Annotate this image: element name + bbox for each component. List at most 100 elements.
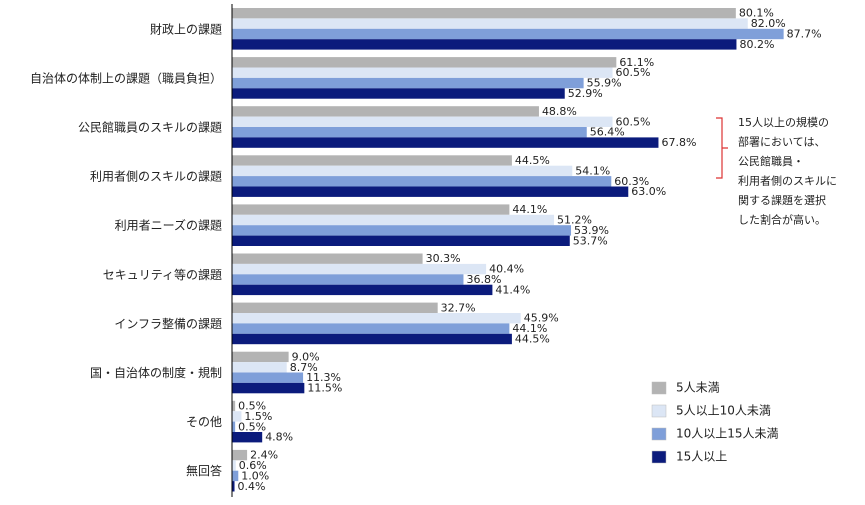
bar (232, 432, 263, 443)
bar (232, 39, 737, 50)
bar (232, 165, 573, 177)
bar (232, 481, 235, 492)
bar (232, 253, 423, 264)
bar (232, 214, 555, 226)
value-label: 36.8% (466, 273, 501, 286)
bar (232, 235, 570, 246)
annotation: 公民館職員・ (738, 154, 804, 168)
legend-label: 5人以上10人未満 (676, 404, 771, 418)
bar (232, 28, 784, 40)
bar (232, 382, 305, 394)
bar (232, 351, 289, 363)
value-label: 0.4% (238, 480, 266, 493)
bar (232, 362, 287, 373)
bar (232, 449, 248, 461)
bar (232, 302, 438, 313)
category-label: 国・自治体の制度・規制 (90, 365, 222, 380)
annotation: した割合が高い。 (738, 213, 826, 227)
bar (232, 18, 748, 29)
value-label: 9.0% (292, 350, 320, 363)
value-label: 60.5% (616, 115, 651, 128)
value-label: 44.5% (515, 333, 550, 346)
value-label: 40.4% (489, 263, 524, 276)
value-label: 48.8% (542, 105, 577, 118)
bar (232, 77, 584, 89)
value-label: 0.5% (238, 400, 266, 413)
bar (232, 57, 617, 68)
legend-swatch (651, 381, 667, 395)
value-label: 11.3% (306, 371, 341, 384)
value-label: 82.0% (751, 17, 786, 30)
value-label: 53.7% (573, 234, 608, 247)
bar (232, 204, 510, 215)
bar (232, 470, 239, 482)
category-label: インフラ整備の課題 (114, 316, 222, 331)
annotation: 関する課題を選択 (738, 193, 826, 207)
value-label: 2.4% (250, 449, 278, 462)
legend-label: 5人未満 (676, 381, 720, 395)
value-label: 63.0% (631, 185, 666, 198)
category-label: 公民館職員のスキルの課題 (78, 120, 222, 135)
value-label: 41.4% (495, 283, 530, 296)
bar (232, 313, 521, 324)
bar (232, 411, 242, 422)
value-label: 32.7% (441, 301, 476, 314)
legend-swatch (651, 404, 667, 418)
annotation: 15人以上の規模の (738, 115, 829, 129)
bar (232, 323, 510, 334)
value-label: 44.1% (512, 203, 547, 216)
bar (232, 155, 512, 166)
category-label: 自治体の体制上の課題（職員負担） (30, 70, 222, 85)
value-label: 4.8% (265, 431, 293, 444)
value-label: 56.4% (590, 126, 625, 139)
value-label: 44.5% (515, 154, 550, 167)
bar (232, 284, 493, 296)
bar (232, 421, 236, 432)
value-label: 1.5% (244, 410, 272, 423)
bar (232, 400, 236, 412)
bar (232, 225, 572, 236)
value-label: 80.2% (739, 38, 774, 51)
bar (232, 176, 612, 187)
category-label: セキュリティ等の課題 (103, 267, 222, 282)
category-label: 利用者側のスキルの課題 (90, 169, 222, 184)
bar (232, 274, 464, 285)
bar (232, 186, 629, 197)
value-label: 52.9% (568, 87, 603, 100)
bar (232, 67, 613, 78)
bar (232, 333, 512, 345)
value-label: 55.9% (587, 77, 622, 90)
value-label: 1.0% (241, 469, 269, 482)
value-label: 61.1% (619, 56, 654, 69)
value-label: 54.1% (575, 164, 610, 177)
bracket (716, 117, 728, 179)
category-label: 無回答 (186, 463, 222, 478)
annotation: 部署においては、 (738, 135, 825, 149)
bar (232, 88, 565, 99)
value-label: 60.5% (616, 66, 651, 79)
bar (232, 116, 613, 127)
value-label: 87.7% (787, 28, 822, 41)
value-label: 30.3% (426, 252, 461, 265)
value-label: 53.9% (574, 224, 609, 237)
value-label: 67.8% (661, 136, 696, 149)
value-label: 80.1% (739, 7, 774, 20)
value-label: 11.5% (307, 382, 342, 395)
value-label: 8.7% (290, 361, 318, 374)
legend-label: 10人以上15人未満 (676, 427, 779, 441)
category-label: その他 (186, 415, 222, 429)
value-label: 44.1% (512, 322, 547, 335)
legend-label: 15人以上 (676, 450, 727, 464)
bar (232, 263, 487, 275)
value-label: 0.5% (238, 420, 266, 433)
value-label: 0.6% (239, 459, 267, 472)
value-label: 60.3% (614, 175, 649, 188)
legend-swatch (651, 427, 667, 441)
bar (232, 137, 659, 148)
category-label: 財政上の課題 (150, 21, 222, 36)
bar (232, 127, 587, 138)
value-label: 51.2% (557, 214, 592, 227)
bar (232, 460, 236, 471)
annotation: 利用者側のスキルに (738, 175, 837, 188)
